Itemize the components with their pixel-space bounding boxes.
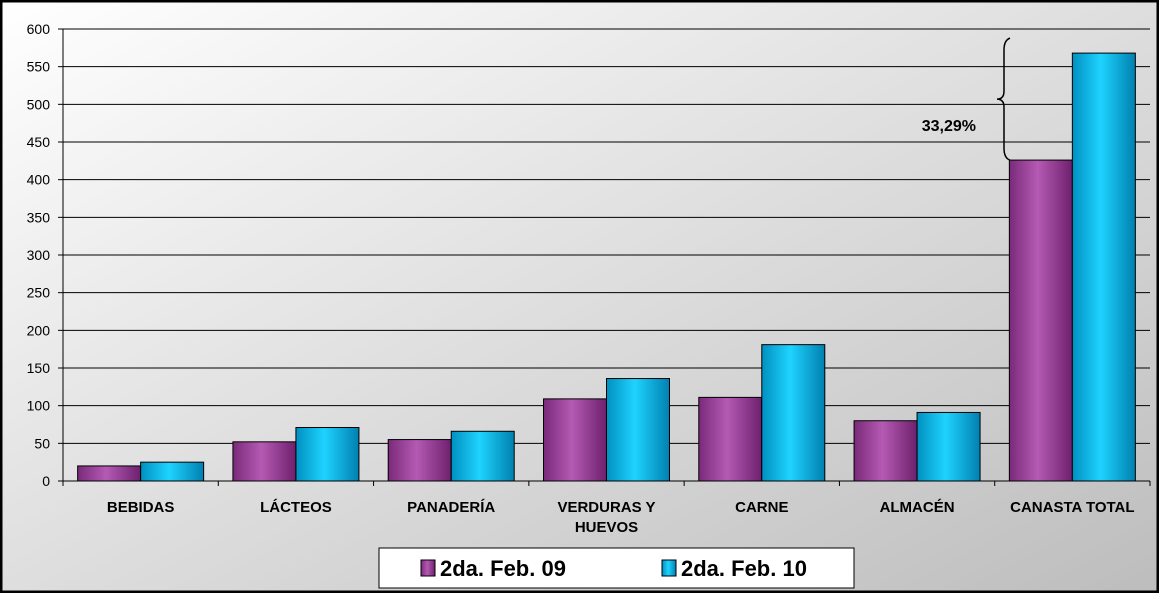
annotation-label: 33,29%: [922, 118, 976, 135]
bar-feb09: [853, 420, 918, 482]
annotation-brace: [996, 37, 1011, 161]
bar-feb09: [1008, 159, 1073, 482]
bar-feb09: [543, 398, 607, 482]
axes: 0 50 100 150 200 250 300 350 400 450 500 550 600: [27, 21, 1151, 489]
y-tick-label: 250: [27, 285, 51, 301]
category-label: BEBIDAS: [107, 499, 175, 516]
y-tick-label: 50: [34, 435, 50, 451]
legend-swatch: [661, 559, 677, 577]
y-tick-label: 600: [27, 21, 51, 37]
bar-feb10: [295, 427, 360, 482]
bar-feb09: [698, 396, 763, 482]
legend-label: 2da. Feb. 09: [440, 556, 566, 581]
bar-feb10: [140, 461, 205, 482]
legend-swatch: [420, 559, 436, 577]
category-label: PANADERÍA: [407, 499, 495, 516]
bar-feb10: [450, 430, 515, 482]
category-label: ALMACÉN: [880, 499, 955, 516]
y-tick-label: 350: [27, 209, 51, 225]
annotation: 33,29%: [922, 37, 1011, 161]
legend-label: 2da. Feb. 10: [681, 556, 807, 581]
y-tick-label: 150: [27, 360, 51, 376]
y-tick-label: 200: [27, 322, 51, 338]
bar-feb10: [606, 378, 670, 482]
bars: [77, 52, 1136, 482]
category-label: CANASTA TOTAL: [1010, 499, 1134, 516]
legend: 2da. Feb. 09 2da. Feb. 10: [378, 547, 855, 589]
legend-box: [378, 547, 855, 589]
bar-feb09: [232, 441, 297, 482]
y-tick-label: 550: [27, 59, 51, 75]
category-labels: BEBIDAS LÁCTEOS PANADERÍA VERDURAS Y HUEVOS C…: [107, 499, 1135, 536]
y-tick-label: 0: [42, 473, 50, 489]
y-tick-label: 450: [27, 134, 51, 150]
bar-feb09: [387, 439, 452, 482]
bar-feb09: [77, 465, 142, 482]
category-label: VERDURAS Y HUEVOS: [557, 499, 655, 536]
y-tick-label: 100: [27, 398, 51, 414]
bar-feb10: [1071, 52, 1136, 482]
category-label: LÁCTEOS: [260, 499, 332, 516]
category-label: CARNE: [735, 499, 788, 516]
bar-feb10: [761, 344, 826, 482]
y-tick-label: 400: [27, 172, 51, 188]
y-tick-label: 300: [27, 247, 51, 263]
y-tick-label: 500: [27, 96, 51, 112]
bar-feb10: [916, 411, 981, 482]
